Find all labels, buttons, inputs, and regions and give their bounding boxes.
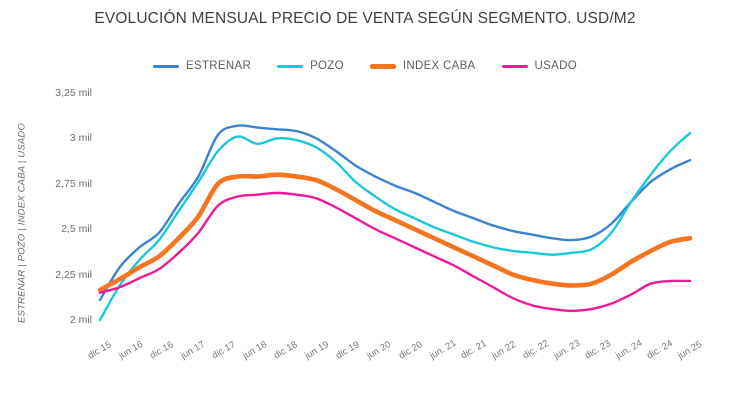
y-axis-tick-label: 2,5 mil [61, 223, 92, 236]
legend-swatch-icon [277, 64, 304, 68]
legend-item-index-caba[interactable]: INDEX CABA [369, 60, 476, 72]
series-line-usado [98, 191, 692, 313]
legend-label: ESTRENAR [186, 60, 252, 72]
legend-swatch-icon [153, 64, 180, 68]
series-line-pozo [98, 131, 692, 322]
y-axis-tick-label: 2,25 mil [55, 268, 92, 281]
legend-item-estrenar[interactable]: ESTRENAR [153, 60, 251, 72]
legend-item-usado[interactable]: USADO [501, 60, 577, 72]
legend-label: INDEX CABA [402, 60, 476, 72]
series-line-estrenar [98, 124, 692, 302]
y-axis-ticks: 3,25 mil 3 mil 2,75 mil 2,5 mil 2,25 mil 2 mi… [36, 85, 92, 330]
y-axis-tick-label: 3,25 mil [55, 87, 92, 99]
y-axis-tick-label: 3 mil [69, 132, 92, 145]
y-axis-tick-label: 2 mil [69, 314, 92, 326]
legend-item-pozo[interactable]: POZO [277, 60, 344, 72]
chart-title: EVOLUCIÓN MENSUAL PRECIO DE VENTA SEGÚN … [94, 10, 636, 27]
chart-legend: ESTRENAR POZO INDEX CABA USADO [0, 60, 730, 72]
y-axis-tick-label: 2,75 mil [55, 177, 92, 190]
legend-label: POZO [310, 60, 344, 72]
legend-label: USADO [534, 60, 577, 72]
legend-swatch-icon [501, 64, 528, 68]
series-line-index-caba [97, 172, 693, 293]
legend-swatch-icon [369, 63, 396, 69]
